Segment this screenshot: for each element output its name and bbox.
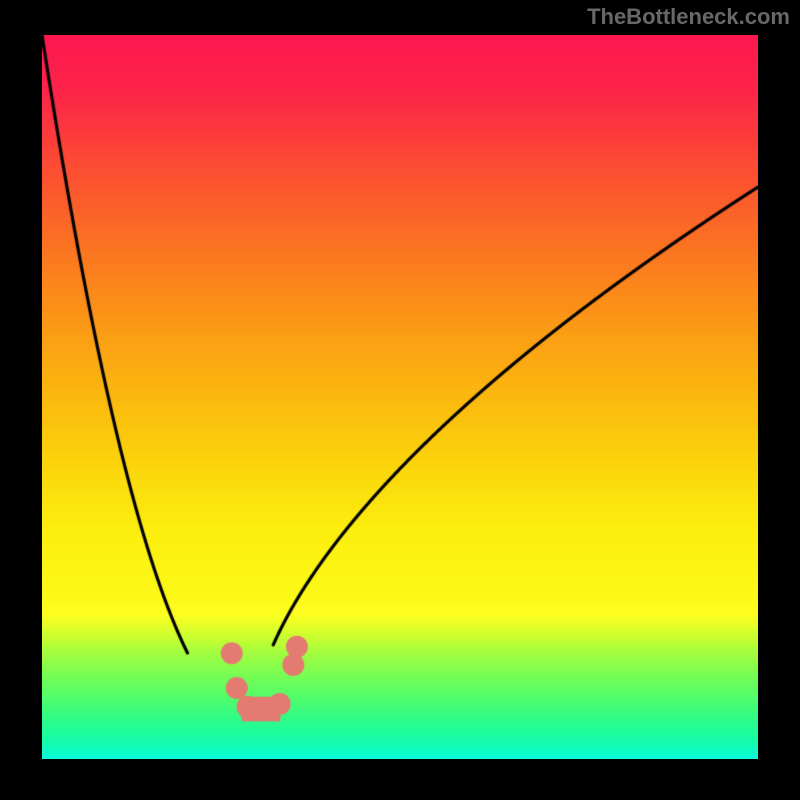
chart-container: TheBottleneck.com: [0, 0, 800, 800]
watermark-text: TheBottleneck.com: [587, 4, 790, 30]
plot-area: [42, 35, 758, 759]
bottleneck-curve: [42, 35, 758, 759]
